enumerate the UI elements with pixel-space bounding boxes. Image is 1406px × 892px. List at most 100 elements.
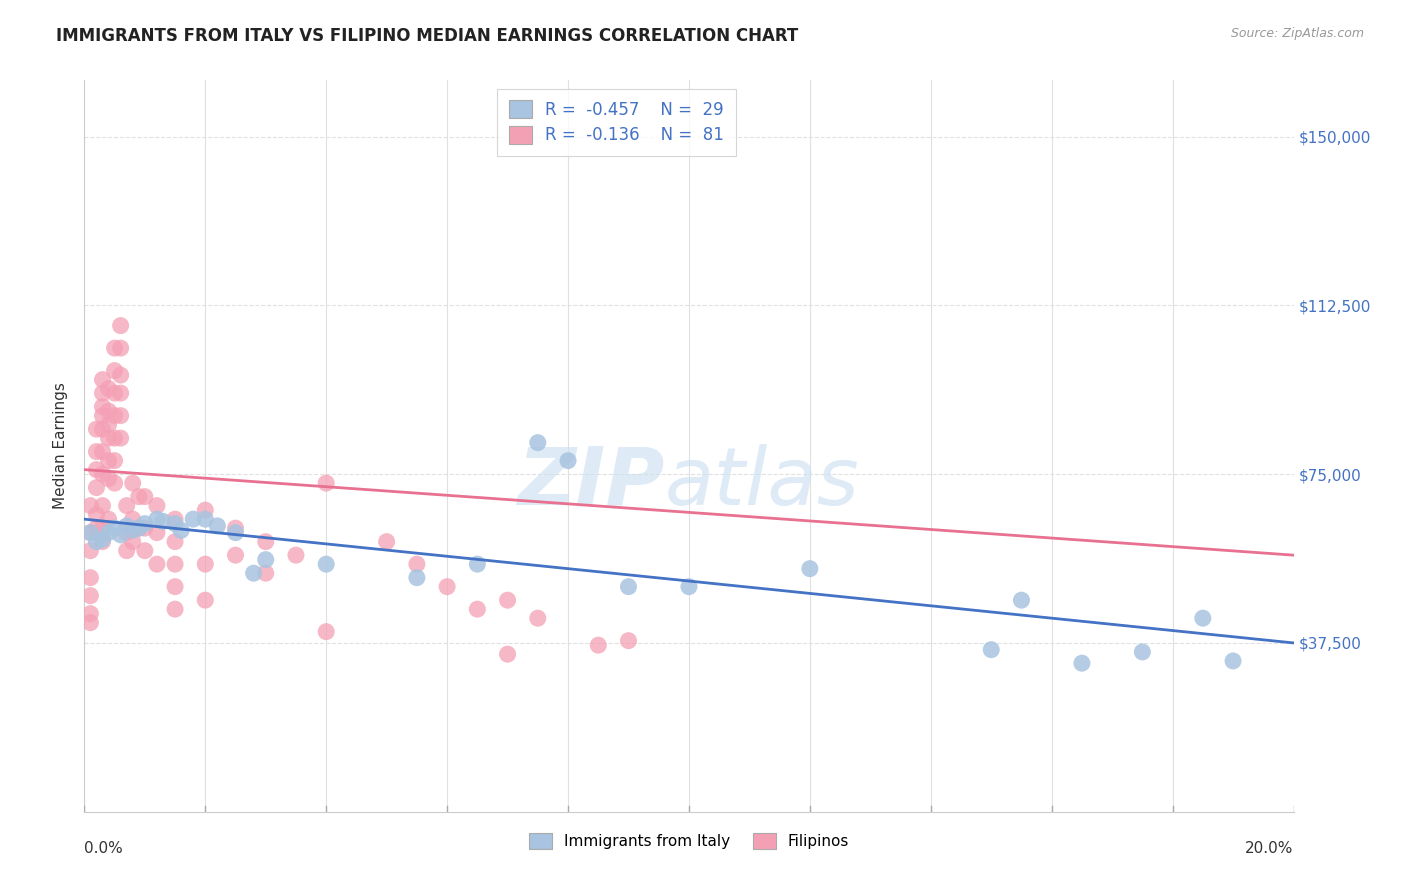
Point [194, 593, 217, 607]
Point [242, 566, 264, 581]
Point [79, 525, 101, 540]
Point [97, 404, 120, 418]
Point [110, 368, 132, 383]
Point [527, 611, 550, 625]
Point [1130, 645, 1153, 659]
Point [91, 422, 114, 436]
Point [1222, 654, 1244, 668]
Point [194, 512, 217, 526]
Point [86, 508, 108, 522]
Point [315, 624, 337, 639]
Text: 0.0%: 0.0% [84, 841, 124, 856]
Point [165, 580, 187, 594]
Point [285, 548, 308, 562]
Point [104, 363, 127, 377]
Point [79, 615, 101, 630]
Point [194, 557, 217, 571]
Point [134, 521, 156, 535]
Point [146, 499, 169, 513]
Point [165, 602, 187, 616]
Point [91, 386, 114, 401]
Point [254, 552, 277, 566]
Point [79, 499, 101, 513]
Point [91, 533, 114, 547]
Point [467, 602, 489, 616]
Point [86, 481, 108, 495]
Point [79, 543, 101, 558]
Point [110, 318, 132, 333]
Y-axis label: Median Earnings: Median Earnings [53, 383, 69, 509]
Point [146, 557, 169, 571]
Point [91, 373, 114, 387]
Point [678, 580, 700, 594]
Point [121, 534, 143, 549]
Point [121, 476, 143, 491]
Point [97, 453, 120, 467]
Point [134, 490, 156, 504]
Point [225, 525, 247, 540]
Point [115, 543, 138, 558]
Point [86, 422, 108, 436]
Point [97, 417, 120, 432]
Point [79, 589, 101, 603]
Point [104, 521, 127, 535]
Point [315, 557, 337, 571]
Point [110, 431, 132, 445]
Point [91, 521, 114, 535]
Point [97, 382, 120, 396]
Point [91, 409, 114, 423]
Point [194, 503, 217, 517]
Point [128, 490, 150, 504]
Point [97, 431, 120, 445]
Point [104, 409, 127, 423]
Point [110, 386, 132, 401]
Point [121, 524, 143, 538]
Point [375, 534, 398, 549]
Point [110, 409, 132, 423]
Point [86, 444, 108, 458]
Point [617, 633, 640, 648]
Point [406, 571, 429, 585]
Point [146, 512, 169, 526]
Point [104, 341, 127, 355]
Point [110, 341, 132, 355]
Point [91, 467, 114, 482]
Point [467, 557, 489, 571]
Point [110, 528, 132, 542]
Point [170, 524, 193, 538]
Point [181, 512, 204, 526]
Point [91, 400, 114, 414]
Point [97, 525, 120, 540]
Legend: Immigrants from Italy, Filipinos: Immigrants from Italy, Filipinos [523, 827, 855, 855]
Point [254, 566, 277, 581]
Point [165, 512, 187, 526]
Point [1192, 611, 1215, 625]
Point [1071, 656, 1094, 670]
Point [104, 476, 127, 491]
Point [799, 562, 821, 576]
Point [406, 557, 429, 571]
Point [128, 521, 150, 535]
Point [152, 515, 174, 529]
Point [254, 534, 277, 549]
Text: IMMIGRANTS FROM ITALY VS FILIPINO MEDIAN EARNINGS CORRELATION CHART: IMMIGRANTS FROM ITALY VS FILIPINO MEDIAN… [56, 27, 799, 45]
Point [115, 525, 138, 540]
Point [79, 571, 101, 585]
Point [104, 431, 127, 445]
Point [86, 521, 108, 535]
Point [134, 516, 156, 531]
Point [97, 512, 120, 526]
Point [527, 435, 550, 450]
Point [104, 453, 127, 467]
Point [91, 534, 114, 549]
Point [980, 642, 1002, 657]
Point [165, 516, 187, 531]
Point [115, 519, 138, 533]
Point [225, 521, 247, 535]
Point [496, 593, 519, 607]
Point [86, 462, 108, 476]
Point [91, 444, 114, 458]
Point [86, 534, 108, 549]
Point [115, 499, 138, 513]
Point [225, 548, 247, 562]
